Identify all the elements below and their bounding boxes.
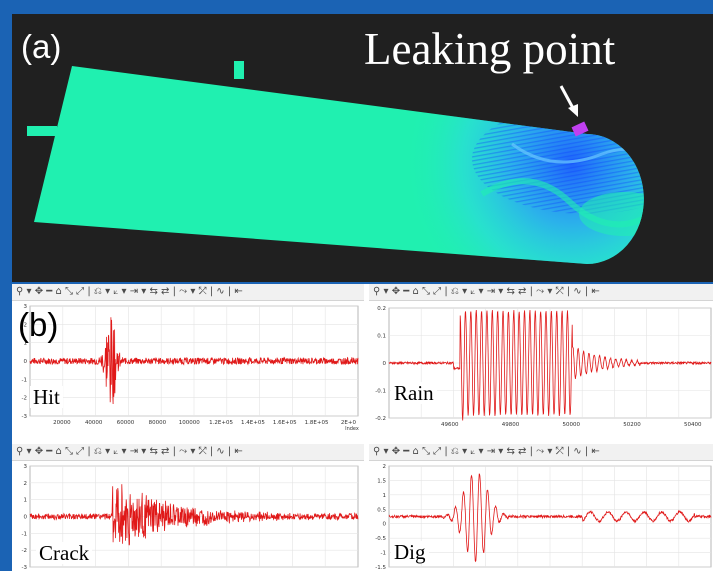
dig-signal-line <box>388 473 712 563</box>
x-tick-label: 1.4E+05 <box>241 420 265 426</box>
y-tick-label: 1.5 <box>377 478 386 484</box>
hit-label: Hit <box>30 386 63 408</box>
y-tick-label: -1 <box>381 551 386 557</box>
y-tick-label: -1.5 <box>375 565 386 571</box>
pipe-stub-top <box>234 61 244 79</box>
x-tick-label: 1.6E+05 <box>273 420 297 426</box>
rain-signal-line <box>388 309 712 421</box>
y-tick-label: 1 <box>24 341 28 347</box>
x-tick-label: 1.2E+05 <box>209 420 233 426</box>
pipe-render <box>27 61 644 264</box>
y-tick-label: 0.1 <box>377 334 386 340</box>
x-tick-label: 49800 <box>502 422 520 428</box>
plot-toolbar[interactable]: ⚲ ▾ ✥ ━ ⌂ ⤡ ⤢ | ⎌ ▾ ⟀ ▾ ⇥ ▾ ⇆ ⇄ | ⤳ ▾ ⤱ … <box>369 284 713 301</box>
y-tick-label: -0.1 <box>375 389 386 395</box>
dig-label: Dig <box>391 541 429 563</box>
dig-plot: ⚲ ▾ ✥ ━ ⌂ ⤡ ⤢ | ⎌ ▾ ⟀ ▾ ⇥ ▾ ⇆ ⇄ | ⤳ ▾ ⤱ … <box>369 444 713 571</box>
y-tick-label: 0 <box>383 522 387 528</box>
panel-a-label: (a) <box>21 28 62 65</box>
signal-plots-panel: ⚲ ▾ ✥ ━ ⌂ ⤡ ⤢ | ⎌ ▾ ⟀ ▾ ⇥ ▾ ⇆ ⇄ | ⤳ ▾ ⤱ … <box>12 284 713 571</box>
leaking-point-annotation: Leaking point <box>364 24 616 74</box>
y-tick-label: 0 <box>24 359 28 365</box>
pipe-stub-left <box>27 126 57 136</box>
y-tick-label: 2 <box>24 322 28 328</box>
y-tick-label: 1 <box>24 498 28 504</box>
rain-chart: 0.2 0.1 0 -0.1 -0.2 49600 49800 50000 50200 50400 <box>375 306 712 428</box>
rain-plot: ⚲ ▾ ✥ ━ ⌂ ⤡ ⤢ | ⎌ ▾ ⟀ ▾ ⇥ ▾ ⇆ ⇄ | ⤳ ▾ ⤱ … <box>369 284 713 430</box>
plot-toolbar[interactable]: ⚲ ▾ ✥ ━ ⌂ ⤡ ⤢ | ⎌ ▾ ⟀ ▾ ⇥ ▾ ⇆ ⇄ | ⤳ ▾ ⤱ … <box>369 444 713 461</box>
crack-plot: ⚲ ▾ ✥ ━ ⌂ ⤡ ⤢ | ⎌ ▾ ⟀ ▾ ⇥ ▾ ⇆ ⇄ | ⤳ ▾ ⤱ … <box>12 444 364 571</box>
x-tick-label: 40000 <box>85 420 103 426</box>
y-tick-label: 0.2 <box>377 306 386 312</box>
x-tick-label: 50400 <box>684 422 702 428</box>
y-tick-label: 2 <box>24 481 28 487</box>
y-tick-label: -3 <box>22 414 28 420</box>
panel-b-label: (b) <box>18 306 59 343</box>
plot-toolbar[interactable]: ⚲ ▾ ✥ ━ ⌂ ⤡ ⤢ | ⎌ ▾ ⟀ ▾ ⇥ ▾ ⇆ ⇄ | ⤳ ▾ ⤱ … <box>12 444 364 461</box>
x-tick-label: 1.8E+05 <box>305 420 329 426</box>
y-tick-label: 3 <box>24 304 28 310</box>
y-tick-label: -1 <box>22 531 27 537</box>
crack-label: Crack <box>36 542 93 564</box>
x-tick-label: 49600 <box>441 422 459 428</box>
x-tick-label: 60000 <box>117 420 135 426</box>
x-tick-label: 100000 <box>179 420 200 426</box>
leak-arrow-icon <box>559 85 578 117</box>
hit-signal-line <box>29 317 359 405</box>
crack-signal-line <box>29 484 359 546</box>
y-tick-label: 1 <box>383 493 387 499</box>
hit-chart: 3 2 1 0 -1 -2 -3 20000 40000 60000 80000 100000 1.2E… <box>22 304 359 430</box>
hit-plot: ⚲ ▾ ✥ ━ ⌂ ⤡ ⤢ | ⎌ ▾ ⟀ ▾ ⇥ ▾ ⇆ ⇄ | ⤳ ▾ ⤱ … <box>12 284 364 430</box>
dig-chart: 2 1.5 1 0.5 0 -0.5 -1 -1.5 <box>375 464 712 571</box>
y-tick-label: 0 <box>24 515 28 521</box>
y-tick-label: -0.5 <box>375 536 386 542</box>
y-tick-label: 0.5 <box>377 507 386 513</box>
y-tick-label: -1 <box>22 377 27 383</box>
plot-toolbar[interactable]: ⚲ ▾ ✥ ━ ⌂ ⤡ ⤢ | ⎌ ▾ ⟀ ▾ ⇥ ▾ ⇆ ⇄ | ⤳ ▾ ⤱ … <box>12 284 364 301</box>
pipe-simulation-panel: (a) Leaking point <box>12 14 713 282</box>
x-tick-label: 50200 <box>623 422 641 428</box>
x-tick-label: 50000 <box>563 422 581 428</box>
rain-label: Rain <box>391 382 437 404</box>
x-tick-label: 80000 <box>149 420 167 426</box>
y-tick-label: 2 <box>383 464 387 470</box>
y-tick-label: -0.2 <box>375 416 386 422</box>
y-tick-label: -2 <box>22 548 27 554</box>
leak-marker <box>571 121 589 137</box>
x-tick-label: 20000 <box>53 420 71 426</box>
x-unit-label: Index <box>345 426 359 430</box>
y-tick-label: -2 <box>22 396 27 402</box>
y-tick-label: -3 <box>22 565 28 571</box>
y-tick-label: 3 <box>24 464 28 470</box>
x-tick-label: 2E+0 <box>341 420 357 426</box>
y-tick-label: 0 <box>383 361 387 367</box>
